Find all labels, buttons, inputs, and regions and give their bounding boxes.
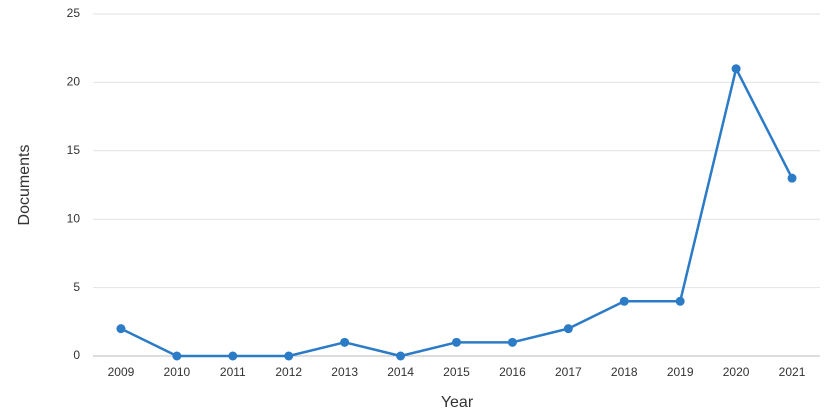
point [619, 296, 629, 306]
y-tick-label: 10 [67, 211, 81, 225]
point [340, 337, 350, 347]
y-tick-label: 5 [73, 280, 80, 294]
x-tick-label: 2012 [275, 365, 302, 379]
line [120, 67, 794, 358]
point [284, 351, 294, 361]
x-tick-label: 2019 [667, 365, 694, 379]
y-axis-title: Documents [16, 145, 33, 226]
x-axis-title: Year [441, 394, 474, 411]
x-tick-label: 2020 [723, 365, 750, 379]
y-tick-label: 0 [73, 348, 80, 362]
point [396, 351, 406, 361]
x-tick-label: 2017 [555, 365, 582, 379]
point [787, 173, 797, 183]
x-tick-label: 2016 [499, 365, 526, 379]
x-tick-label: 2014 [387, 365, 414, 379]
x-tick-label: 2011 [220, 365, 246, 379]
point [228, 351, 238, 361]
point [731, 64, 741, 74]
point [563, 324, 573, 334]
point [116, 324, 126, 334]
y-tick-label: 20 [67, 75, 81, 89]
point [172, 351, 182, 361]
point [452, 337, 461, 347]
point [675, 296, 685, 306]
x-tick-label: 2015 [443, 365, 470, 379]
x-tick-label: 2009 [108, 365, 135, 379]
x-tick-label: 2021 [779, 365, 806, 379]
x-tick-label: 2010 [164, 365, 191, 379]
x-tick-label: 2013 [331, 365, 358, 379]
y-tick-label: 25 [67, 6, 81, 20]
y-tick-label: 15 [67, 143, 81, 157]
x-tick-label: 2018 [611, 365, 638, 379]
point [507, 337, 517, 347]
